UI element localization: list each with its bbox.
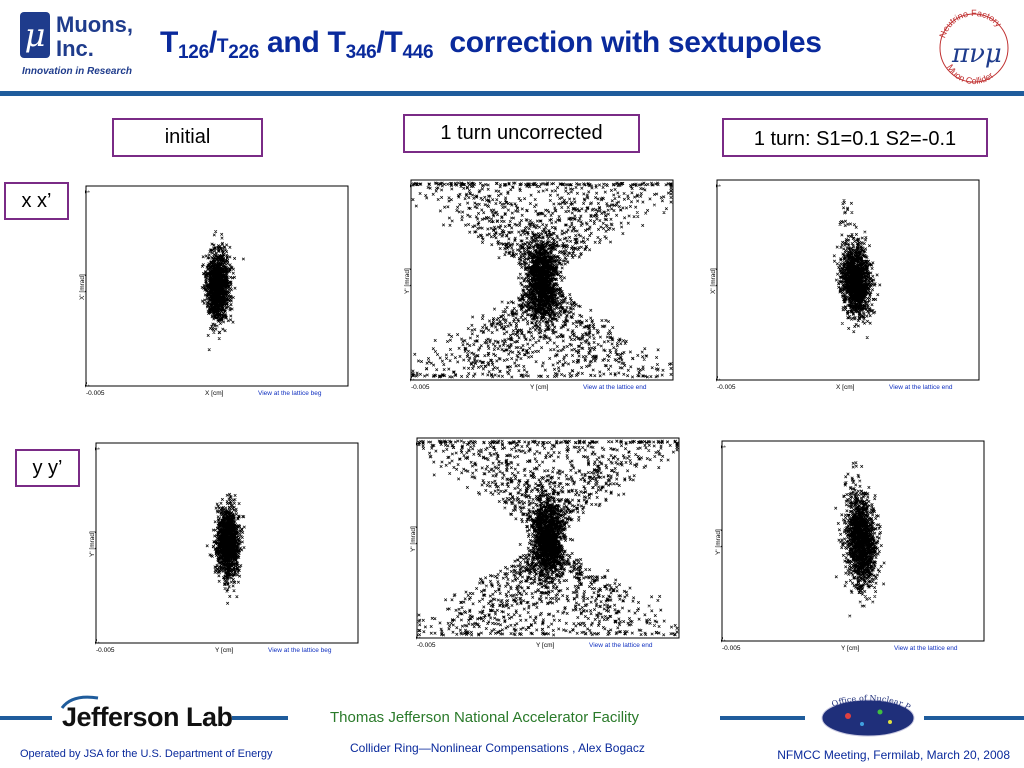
y-axis-label: Y' [mrad] [89, 531, 96, 557]
plot-caption: View at the lattice end [894, 645, 958, 652]
phase-space-svg: 1 -1 X' [mrad] -0.005 X [cm] View at the latt… [710, 179, 980, 391]
particle-cloud [832, 198, 882, 340]
footer-rule-mid-right [720, 716, 805, 720]
x-axis-label: X [cm] [836, 384, 855, 391]
y-tick-bottom: -1 [414, 634, 421, 640]
y-axis-label: X' [mrad] [79, 274, 86, 300]
plot-xx-uncorrected: 1 -1 Y' [mrad] -0.005 Y [cm] View at the latt… [403, 174, 683, 399]
x-tick-min: -0.005 [96, 647, 115, 654]
x-tick-min: -0.005 [86, 390, 105, 397]
nuclear-physics-logo: Office of Nuclear Physics [815, 683, 918, 740]
plot-caption: View at the lattice beg [258, 390, 322, 397]
phase-space-svg: 1 -1 Y' [mrad] -0.005 Y [cm] View at the latt… [89, 442, 359, 654]
row-label-xx: x x’ [4, 182, 69, 220]
x-axis-label: Y [cm] [536, 642, 554, 649]
phase-space-svg: 1 -1 Y' [mrad] -0.005 Y [cm] View at the latt… [410, 437, 680, 649]
plot-caption: View at the lattice end [583, 384, 647, 391]
y-axis-label: Y' [mrad] [404, 268, 411, 294]
x-tick-min: -0.005 [417, 642, 436, 649]
particle-cloud [417, 439, 679, 637]
phase-space-svg: 1 -1 Y' [mrad] -0.005 Y [cm] View at the latt… [715, 440, 985, 652]
x-axis-label: X [cm] [205, 390, 224, 397]
particle-cloud [834, 461, 886, 618]
plot-xx-corrected: 1 -1 X' [mrad] -0.005 X [cm] View at the latt… [709, 174, 989, 399]
column-label-initial: initial [112, 118, 263, 157]
y-tick-top: 1 [93, 447, 100, 451]
y-axis-label: Y' [mrad] [715, 529, 722, 555]
talk-title: Collider Ring—Nonlinear Compensations , … [350, 741, 645, 755]
neutrino-factory-logo: Neutrino Factory Muon Collider πνμ [930, 6, 1018, 90]
column-label-uncorrected: 1 turn uncorrected [403, 114, 640, 153]
jefferson-lab-swoosh-icon [60, 694, 99, 710]
plot-caption: View at the lattice beg [268, 647, 332, 654]
y-tick-bottom: -1 [719, 637, 726, 643]
y-tick-top: 1 [714, 184, 721, 188]
mu-logo-icon: μ [20, 12, 50, 58]
y-tick-top: 1 [414, 442, 421, 446]
footer-rule-right [924, 716, 1024, 720]
y-axis-label: X' [mrad] [710, 268, 717, 294]
row-label-yy: y y’ [15, 449, 80, 487]
particle-cloud [411, 181, 673, 379]
x-tick-min: -0.005 [411, 384, 430, 391]
y-tick-bottom: -1 [714, 376, 721, 382]
x-tick-min: -0.005 [717, 384, 736, 391]
particle-cloud [200, 230, 245, 352]
particle-cloud [205, 492, 246, 605]
muons-inc-logo: μ Muons, Inc. Innovation in Research [18, 10, 148, 80]
plot-caption: View at the lattice end [589, 642, 653, 649]
y-axis-label: Y' [mrad] [410, 526, 417, 552]
footer-rule-mid-left [232, 716, 288, 720]
y-tick-bottom: -1 [408, 376, 415, 382]
facility-name: Thomas Jefferson National Accelerator Fa… [330, 709, 640, 726]
plot-yy-corrected: 1 -1 Y' [mrad] -0.005 Y [cm] View at the latt… [714, 435, 994, 660]
plot-caption: View at the lattice end [889, 384, 953, 391]
footer-rule-left [0, 716, 52, 720]
plot-yy-initial: 1 -1 Y' [mrad] -0.005 Y [cm] View at the latt… [88, 437, 368, 662]
y-tick-bottom: -1 [83, 382, 90, 388]
x-tick-min: -0.005 [722, 645, 741, 652]
plot-xx-initial: 1 -1 X' [mrad] -0.005 X [cm] View at the latt… [78, 180, 358, 405]
svg-text:πνμ: πνμ [951, 39, 1002, 69]
phase-space-svg: 1 -1 Y' [mrad] -0.005 Y [cm] View at the latt… [404, 179, 674, 391]
y-tick-top: 1 [83, 190, 90, 194]
y-tick-top: 1 [719, 445, 726, 449]
org-tagline: Innovation in Research [22, 66, 133, 77]
operated-by-note: Operated by JSA for the U.S. Department … [20, 748, 273, 760]
x-axis-label: Y [cm] [215, 647, 233, 654]
svg-text:Neutrino Factory: Neutrino Factory [937, 8, 1004, 39]
column-label-corrected: 1 turn: S1=0.1 S2=-0.1 [722, 118, 988, 157]
plot-yy-uncorrected: 1 -1 Y' [mrad] -0.005 Y [cm] View at the latt… [409, 432, 689, 657]
jefferson-lab-logo: Jefferson Lab [62, 702, 233, 732]
phase-space-svg: 1 -1 X' [mrad] -0.005 X [cm] View at the latt… [79, 185, 349, 397]
header-rule [0, 91, 1024, 96]
slide-title: T126/T226 and T346/T446 correction with … [160, 26, 822, 63]
meeting-info: NFMCC Meeting, Fermilab, March 20, 2008 [777, 748, 1010, 762]
y-tick-bottom: -1 [93, 639, 100, 645]
org-name-line2: Inc. [56, 36, 94, 61]
x-axis-label: Y [cm] [530, 384, 548, 391]
x-axis-label: Y [cm] [841, 645, 859, 652]
org-name-line1: Muons, [56, 12, 133, 37]
y-tick-top: 1 [408, 184, 415, 188]
